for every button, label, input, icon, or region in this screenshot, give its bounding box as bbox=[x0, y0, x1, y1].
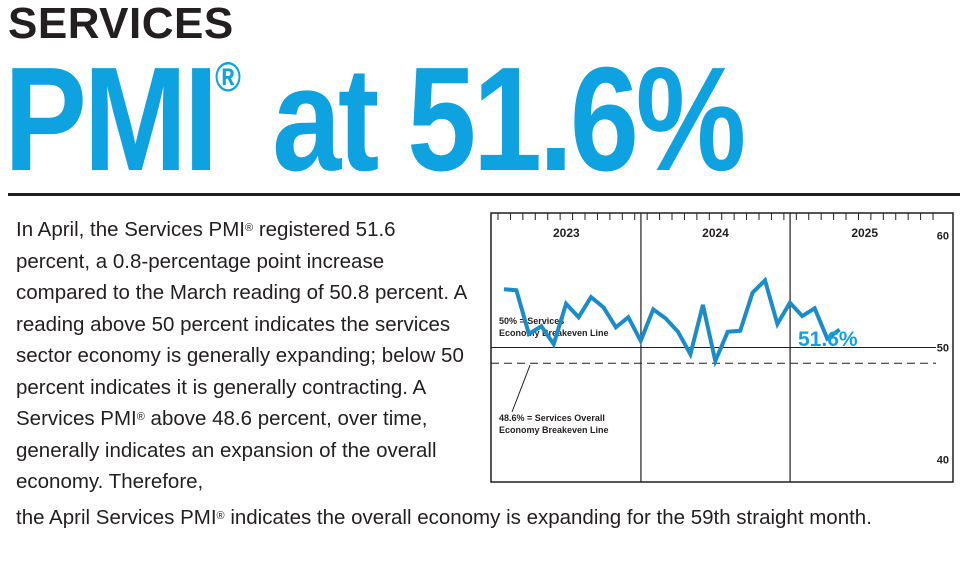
headline-value: at 51.6% bbox=[240, 37, 746, 202]
latest-value-annotation: 51.6% bbox=[798, 328, 858, 351]
y-tick-label: 50 bbox=[937, 343, 949, 355]
y-tick-label: 40 bbox=[937, 455, 949, 467]
reg-mark: ® bbox=[245, 222, 254, 234]
ref-pointer bbox=[511, 365, 531, 413]
year-label: 2025 bbox=[851, 226, 878, 240]
header-rule bbox=[8, 193, 960, 196]
ref-label-48-line2: Economy Breakeven Line bbox=[499, 425, 609, 435]
registered-mark: ® bbox=[214, 53, 241, 100]
body-text-3: above 48.6 percent, over time, generally… bbox=[16, 407, 437, 493]
pmi-chart-svg: 2023 2024 2025 60 50 40 50% = Services Economy … bbox=[490, 212, 954, 483]
body-paragraph: In April, the Services PMI® registered 5… bbox=[16, 214, 471, 498]
ref-label-48-line1: 48.6% = Services Overall bbox=[499, 413, 605, 423]
pmi-chart: 2023 2024 2025 60 50 40 50% = Services Economy … bbox=[490, 212, 954, 484]
year-label: 2023 bbox=[553, 226, 580, 240]
body-text-1: In April, the Services PMI bbox=[16, 218, 246, 241]
body-text-5: indicates the overall economy is expandi… bbox=[224, 506, 872, 529]
headline: PMI® at 51.6% bbox=[4, 46, 746, 194]
year-label: 2024 bbox=[702, 226, 729, 240]
section-kicker: SERVICES bbox=[8, 0, 234, 48]
body-text-4: the April Services PMI bbox=[16, 506, 217, 529]
pmi-series-line bbox=[503, 276, 841, 368]
body-text-2: registered 51.6 percent, a 0.8-percentag… bbox=[16, 218, 467, 430]
reg-mark: ® bbox=[136, 411, 145, 423]
reg-mark: ® bbox=[216, 510, 225, 522]
y-tick-label: 60 bbox=[937, 230, 949, 242]
body-paragraph-end: the April Services PMI® indicates the ov… bbox=[16, 502, 956, 534]
ref-label-50-line1: 50% = Services bbox=[499, 316, 564, 326]
headline-main: PMI bbox=[4, 37, 218, 202]
ref-label-50-line2: Economy Breakeven Line bbox=[499, 328, 609, 338]
